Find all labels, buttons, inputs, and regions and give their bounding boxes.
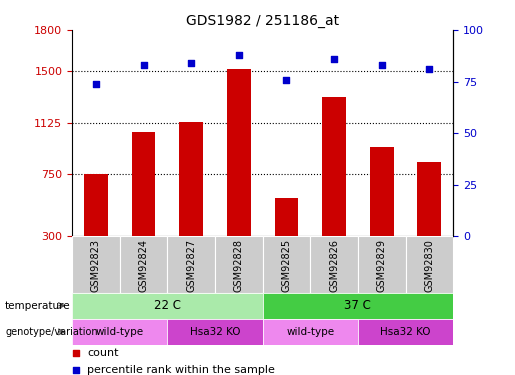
Bar bbox=[310, 236, 358, 292]
Text: GSM92824: GSM92824 bbox=[139, 239, 148, 292]
Text: GSM92825: GSM92825 bbox=[282, 239, 291, 292]
Bar bbox=[132, 132, 156, 236]
Point bbox=[425, 66, 434, 72]
Text: percentile rank within the sample: percentile rank within the sample bbox=[88, 365, 275, 375]
Point bbox=[187, 60, 195, 66]
Text: 22 C: 22 C bbox=[154, 299, 181, 312]
Bar bbox=[405, 236, 453, 292]
Bar bbox=[358, 319, 453, 345]
Text: wild-type: wild-type bbox=[96, 327, 144, 337]
Bar bbox=[263, 292, 453, 319]
Bar bbox=[370, 147, 393, 236]
Text: count: count bbox=[88, 348, 119, 358]
Bar bbox=[179, 122, 203, 236]
Bar bbox=[84, 174, 108, 236]
Bar bbox=[418, 162, 441, 236]
Bar bbox=[119, 236, 167, 292]
Bar bbox=[227, 69, 251, 236]
Text: GSM92828: GSM92828 bbox=[234, 239, 244, 292]
Text: wild-type: wild-type bbox=[286, 327, 334, 337]
Bar bbox=[167, 319, 263, 345]
Point bbox=[72, 350, 80, 356]
Text: Hsa32 KO: Hsa32 KO bbox=[380, 327, 431, 337]
Bar bbox=[72, 236, 119, 292]
Text: temperature: temperature bbox=[5, 301, 71, 310]
Title: GDS1982 / 251186_at: GDS1982 / 251186_at bbox=[186, 13, 339, 28]
Text: genotype/variation: genotype/variation bbox=[5, 327, 98, 337]
Text: GSM92823: GSM92823 bbox=[91, 239, 101, 292]
Text: 37 C: 37 C bbox=[345, 299, 371, 312]
Text: GSM92829: GSM92829 bbox=[377, 239, 387, 292]
Bar bbox=[72, 319, 167, 345]
Bar bbox=[358, 236, 405, 292]
Text: Hsa32 KO: Hsa32 KO bbox=[190, 327, 241, 337]
Bar bbox=[263, 236, 310, 292]
Bar bbox=[215, 236, 263, 292]
Bar bbox=[167, 236, 215, 292]
Bar bbox=[322, 98, 346, 236]
Bar bbox=[263, 319, 358, 345]
Point bbox=[282, 76, 290, 82]
Text: GSM92826: GSM92826 bbox=[329, 239, 339, 292]
Point bbox=[330, 56, 338, 62]
Bar bbox=[72, 292, 263, 319]
Bar bbox=[274, 198, 298, 236]
Text: GSM92827: GSM92827 bbox=[186, 239, 196, 292]
Text: GSM92830: GSM92830 bbox=[424, 239, 434, 292]
Point bbox=[140, 62, 148, 68]
Point bbox=[72, 368, 80, 374]
Point bbox=[235, 52, 243, 58]
Point bbox=[377, 62, 386, 68]
Point bbox=[92, 81, 100, 87]
